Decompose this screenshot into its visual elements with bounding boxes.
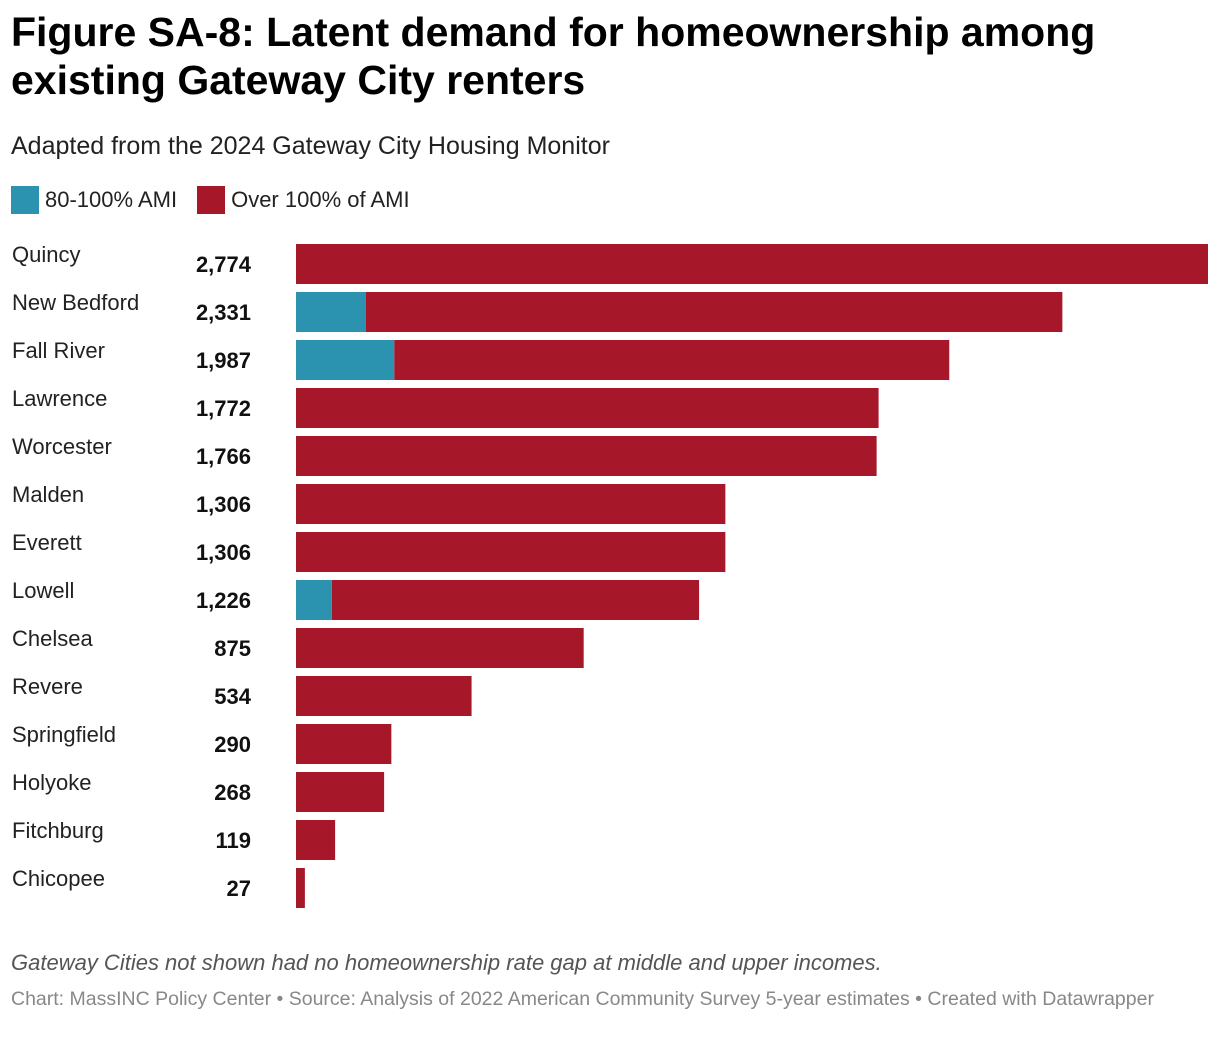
bar-new-bedford-80-100-ami [296, 292, 366, 332]
total-label-malden: 1,306 [196, 492, 251, 517]
bar-fitchburg-over-100-of-ami [296, 820, 336, 860]
category-label-springfield: Springfield [12, 722, 116, 747]
bar-fall-river-over-100-of-ami [394, 340, 950, 380]
bar-lowell-over-100-of-ami [331, 580, 700, 620]
total-label-springfield: 290 [214, 732, 251, 757]
bar-lowell-80-100-ami [296, 580, 332, 620]
bar-chelsea-over-100-of-ami [296, 628, 584, 668]
category-label-new-bedford: New Bedford [12, 290, 139, 315]
category-label-holyoke: Holyoke [12, 770, 91, 795]
bar-chart: Quincy 2,774 New Bedford 2,331 Fall River 1,9… [12, 242, 1208, 908]
category-label-quincy: Quincy [12, 242, 80, 267]
total-label-fitchburg: 119 [216, 828, 252, 853]
category-label-fall-river: Fall River [12, 338, 105, 363]
total-label-new-bedford: 2,331 [196, 300, 251, 325]
chart-title: Figure SA-8: Latent demand for homeowner… [11, 9, 1096, 103]
total-label-chicopee: 27 [227, 876, 251, 901]
category-label-fitchburg: Fitchburg [12, 818, 104, 843]
legend-item-over-100-ami: Over 100% of AMI [197, 186, 410, 214]
total-label-holyoke: 268 [214, 780, 251, 805]
legend-item-80-100-ami: 80-100% AMI [11, 186, 177, 214]
total-label-everett: 1,306 [196, 540, 251, 565]
category-label-chelsea: Chelsea [12, 626, 93, 651]
bar-revere-over-100-of-ami [296, 676, 472, 716]
category-label-revere: Revere [12, 674, 83, 699]
bar-fall-river-80-100-ami [296, 340, 395, 380]
total-label-lowell: 1,226 [196, 588, 251, 613]
category-label-worcester: Worcester [12, 434, 112, 459]
bar-chicopee-over-100-of-ami [296, 868, 305, 908]
total-label-lawrence: 1,772 [196, 396, 251, 421]
total-label-worcester: 1,766 [196, 444, 251, 469]
category-label-lowell: Lowell [12, 578, 74, 603]
total-label-chelsea: 875 [214, 636, 251, 661]
legend-label-over-100-ami: Over 100% of AMI [231, 187, 410, 212]
total-label-revere: 534 [214, 684, 251, 709]
chart-subtitle: Adapted from the 2024 Gateway City Housi… [11, 132, 610, 160]
bar-quincy-over-100-of-ami [296, 244, 1208, 284]
chart-credit: Chart: MassINC Policy Center • Source: A… [11, 988, 1154, 1010]
category-label-everett: Everett [12, 530, 82, 555]
category-label-malden: Malden [12, 482, 84, 507]
bar-lawrence-over-100-of-ami [296, 388, 879, 428]
category-label-chicopee: Chicopee [12, 866, 105, 891]
bar-springfield-over-100-of-ami [296, 724, 392, 764]
bar-holyoke-over-100-of-ami [296, 772, 385, 812]
total-label-quincy: 2,774 [196, 252, 252, 277]
category-label-lawrence: Lawrence [12, 386, 107, 411]
chart-note: Gateway Cities not shown had no homeowne… [11, 950, 882, 975]
bar-new-bedford-over-100-of-ami [365, 292, 1063, 332]
legend: 80-100% AMI Over 100% of AMI [11, 186, 430, 214]
legend-swatch-80-100-ami [11, 186, 39, 214]
bar-everett-over-100-of-ami [296, 532, 726, 572]
total-label-fall-river: 1,987 [196, 348, 251, 373]
legend-swatch-over-100-ami [197, 186, 226, 214]
legend-label-80-100-ami: 80-100% AMI [45, 187, 178, 212]
bar-malden-over-100-of-ami [296, 484, 726, 524]
bar-worcester-over-100-of-ami [296, 436, 877, 476]
